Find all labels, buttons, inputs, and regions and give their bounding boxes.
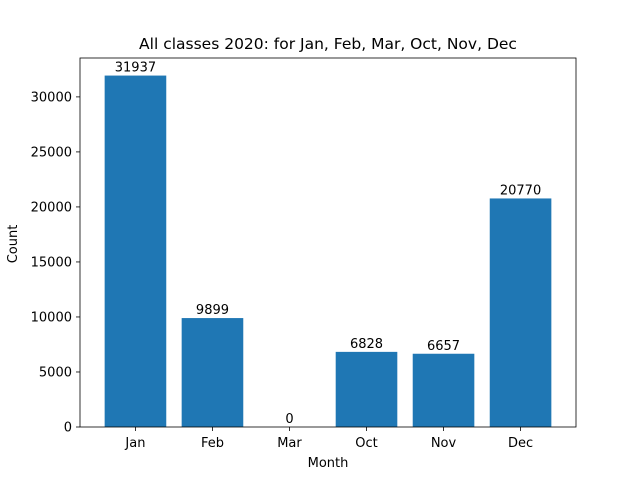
- bar: [412, 353, 475, 427]
- data-label: 20770: [500, 183, 541, 198]
- y-tick-label: 0: [64, 421, 72, 436]
- x-tick-label: Nov: [431, 436, 457, 451]
- data-label: 9899: [196, 303, 229, 318]
- y-tick-label: 20000: [31, 200, 72, 215]
- x-tick-label: Oct: [355, 436, 377, 451]
- y-axis-label: Count: [6, 225, 21, 264]
- data-label: 31937: [115, 61, 156, 76]
- x-tick-label: Feb: [201, 436, 224, 451]
- x-tick-label: Jan: [124, 436, 145, 451]
- y-tick-label: 30000: [31, 90, 72, 105]
- bar: [181, 318, 244, 427]
- y-tick-label: 10000: [31, 310, 72, 325]
- bar: [489, 198, 552, 427]
- data-label: 6657: [427, 339, 460, 354]
- y-tick-label: 15000: [31, 255, 72, 270]
- y-tick-label: 25000: [31, 145, 72, 160]
- bar: [104, 75, 167, 427]
- y-tick-label: 5000: [39, 365, 72, 380]
- chart-title: All classes 2020: for Jan, Feb, Mar, Oct…: [139, 35, 517, 53]
- plot-area: 31937 Jan 9899 Feb 0 Mar 6828 Oct 6657 Nov 20770 De…: [31, 57, 577, 451]
- x-tick-label: Dec: [508, 436, 533, 451]
- bar: [335, 351, 398, 427]
- x-axis-label: Month: [308, 456, 349, 471]
- axes-frame: [79, 57, 577, 428]
- data-label: 0: [285, 412, 293, 427]
- data-label: 6828: [350, 337, 383, 352]
- x-tick-label: Mar: [277, 436, 302, 451]
